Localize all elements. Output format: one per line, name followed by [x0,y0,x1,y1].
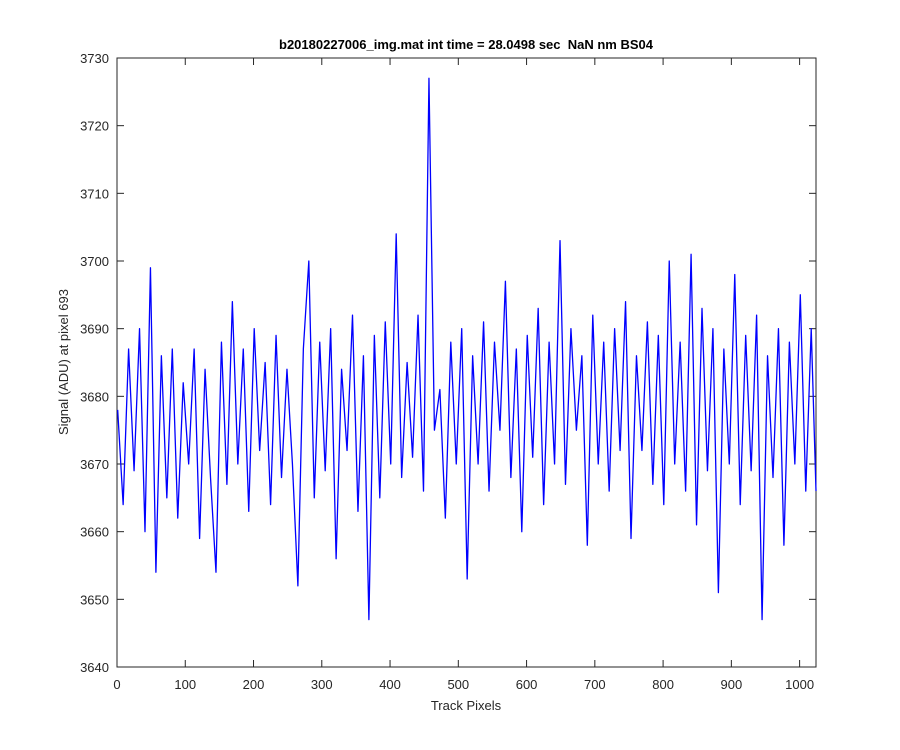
x-tick-label: 600 [516,677,538,692]
x-tick-label: 700 [584,677,606,692]
x-tick-label: 0 [113,677,120,692]
x-tick-label: 1000 [785,677,814,692]
y-tick-label: 3670 [80,457,109,472]
y-tick-label: 3720 [80,119,109,134]
y-axis-label: Signal (ADU) at pixel 693 [56,289,71,435]
x-tick-label: 100 [174,677,196,692]
y-tick-label: 3700 [80,254,109,269]
x-tick-label: 300 [311,677,333,692]
x-tick-label: 800 [652,677,674,692]
y-tick-label: 3650 [80,592,109,607]
y-tick-label: 3680 [80,389,109,404]
x-tick-label: 200 [243,677,265,692]
x-tick-label: 400 [379,677,401,692]
chart-title: b20180227006_img.mat int time = 28.0498 … [279,37,654,52]
x-axis-label: Track Pixels [431,698,502,713]
y-tick-label: 3710 [80,186,109,201]
y-tick-label: 3690 [80,322,109,337]
x-tick-label: 500 [447,677,469,692]
y-tick-label: 3640 [80,660,109,675]
data-line [117,77,817,621]
x-tick-label: 900 [721,677,743,692]
y-tick-label: 3660 [80,525,109,540]
y-tick-label: 3730 [80,51,109,66]
